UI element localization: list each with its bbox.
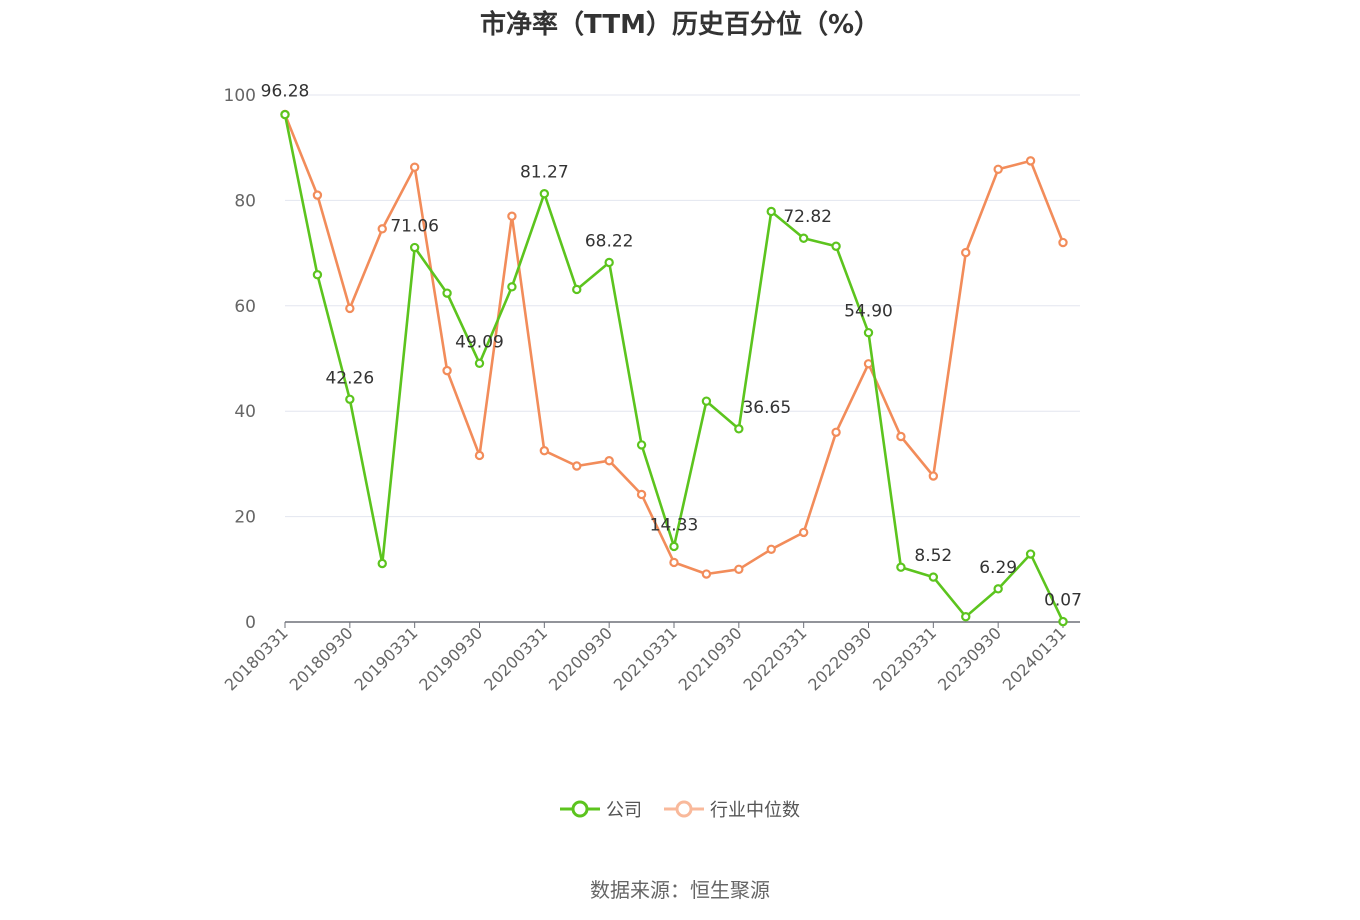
- data-point-company: [928, 572, 939, 582]
- legend-label-company: 公司: [606, 800, 642, 821]
- data-point-company: [961, 612, 971, 622]
- source-note: 数据来源：恒生聚源: [590, 878, 770, 902]
- data-label: 72.82: [783, 207, 832, 227]
- y-tick-label: 20: [234, 508, 256, 528]
- x-tick-label: 20220930: [804, 623, 875, 694]
- data-point-company: [669, 541, 679, 552]
- x-tick-label: 20210331: [610, 623, 681, 694]
- data-point-company: [863, 327, 874, 338]
- data-point-company: [766, 206, 776, 217]
- series-line-industry: [283, 114, 1065, 576]
- y-tick-label: 40: [234, 402, 256, 422]
- y-tick-label: 80: [234, 191, 256, 211]
- data-point-company: [280, 109, 290, 120]
- data-point-company: [345, 394, 355, 404]
- grid-lines: [285, 94, 1080, 518]
- data-point-company: [604, 257, 614, 268]
- legend-industry-icon: [664, 800, 704, 818]
- data-point-industry: [312, 190, 323, 200]
- data-point-company: [734, 424, 744, 434]
- data-point-company: [377, 558, 387, 569]
- data-point-industry: [377, 224, 387, 234]
- data-label: 49.09: [455, 332, 504, 352]
- x-tick-label: 20190331: [350, 623, 421, 694]
- data-point-company: [798, 233, 809, 243]
- data-point-industry: [669, 557, 679, 568]
- x-tick-label: 20200331: [480, 623, 551, 694]
- data-point-company: [831, 241, 841, 251]
- data-point-industry: [734, 564, 744, 575]
- data-point-industry: [961, 247, 971, 258]
- data-point-company: [1025, 549, 1036, 559]
- legend-item-company[interactable]: 公司: [560, 796, 642, 822]
- data-point-company: [993, 584, 1003, 594]
- data-point-industry: [474, 450, 485, 461]
- x-tick-label: 20180930: [286, 623, 357, 694]
- axes: 0 20 40 60 80 100 2018033120180930201903312019…: [221, 86, 1080, 694]
- data-point-company: [442, 288, 452, 298]
- data-point-industry: [1058, 237, 1068, 248]
- data-point-industry: [345, 303, 355, 314]
- data-label: 0.07: [1044, 591, 1082, 611]
- x-tick-label: 20180331: [221, 623, 292, 694]
- y-tick-label: 0: [245, 613, 256, 633]
- data-point-industry: [636, 489, 647, 500]
- x-tick-label: 20240131: [999, 623, 1070, 694]
- data-point-company: [636, 440, 647, 450]
- legend-item-industry[interactable]: 行业中位数: [664, 796, 800, 822]
- data-point-industry: [766, 544, 776, 554]
- data-point-company: [474, 358, 485, 368]
- data-point-company: [312, 270, 323, 280]
- data-point-industry: [507, 211, 517, 221]
- y-tick-label: 100: [224, 86, 256, 106]
- data-point-industry: [896, 431, 906, 442]
- data-label: 71.06: [390, 217, 439, 237]
- data-label: 8.52: [914, 546, 952, 566]
- data-point-company: [701, 396, 712, 406]
- data-point-industry: [798, 527, 809, 538]
- data-point-industry: [1025, 156, 1036, 166]
- data-label: 68.22: [585, 231, 634, 251]
- data-point-company: [896, 562, 906, 572]
- data-label: 54.90: [844, 302, 893, 322]
- data-point-company: [539, 189, 550, 199]
- data-point-company: [572, 284, 582, 295]
- series: [280, 109, 1068, 627]
- chart-title: 市净率（TTM）历史百分位（%）: [480, 10, 880, 40]
- data-point-company: [409, 242, 420, 253]
- data-label: 42.26: [325, 368, 374, 388]
- data-point-industry: [928, 471, 939, 481]
- data-point-industry: [993, 164, 1003, 175]
- legend-label-industry: 行业中位数: [710, 800, 800, 821]
- data-point-company: [507, 282, 517, 292]
- x-tick-label: 20200930: [545, 623, 616, 694]
- data-label: 36.65: [742, 398, 791, 418]
- data-label: 81.27: [520, 163, 569, 183]
- data-point-industry: [539, 446, 550, 456]
- y-tick-label: 60: [234, 297, 256, 317]
- x-tick-label: 20210930: [675, 623, 746, 694]
- data-point-industry: [831, 427, 841, 437]
- data-point-industry: [863, 359, 874, 369]
- legend-company-icon: [560, 800, 600, 818]
- legend: 公司 行业中位数: [0, 796, 1360, 822]
- x-tick-label: 20220331: [739, 623, 810, 694]
- data-point-industry: [409, 162, 420, 172]
- data-point-company: [1058, 616, 1068, 627]
- x-tick-label: 20230930: [934, 623, 1005, 694]
- data-labels: 96.28 42.26 71.06 49.09 81.27 68.22 14.33 36.65…: [261, 82, 1082, 611]
- x-tick-label: 20230331: [869, 623, 940, 694]
- data-point-industry: [701, 569, 712, 579]
- data-label: 6.29: [979, 558, 1017, 578]
- data-point-industry: [572, 461, 582, 471]
- data-label: 96.28: [261, 82, 310, 102]
- data-point-industry: [604, 456, 614, 466]
- data-label: 14.33: [650, 515, 699, 535]
- data-point-industry: [442, 365, 452, 376]
- x-tick-label: 20190930: [415, 623, 486, 694]
